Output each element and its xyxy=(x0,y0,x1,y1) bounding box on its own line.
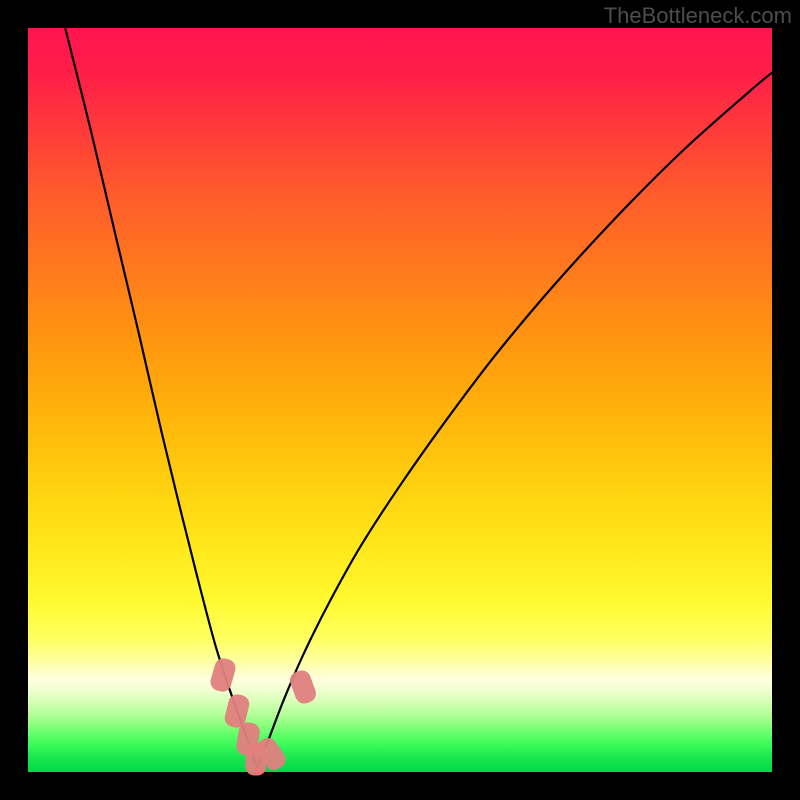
plot-area xyxy=(28,28,772,772)
markers-layer xyxy=(28,28,772,772)
chart-outer: TheBottleneck.com xyxy=(0,0,800,800)
marker-point xyxy=(288,668,319,706)
watermark-text: TheBottleneck.com xyxy=(604,3,792,29)
marker-point xyxy=(208,657,237,695)
